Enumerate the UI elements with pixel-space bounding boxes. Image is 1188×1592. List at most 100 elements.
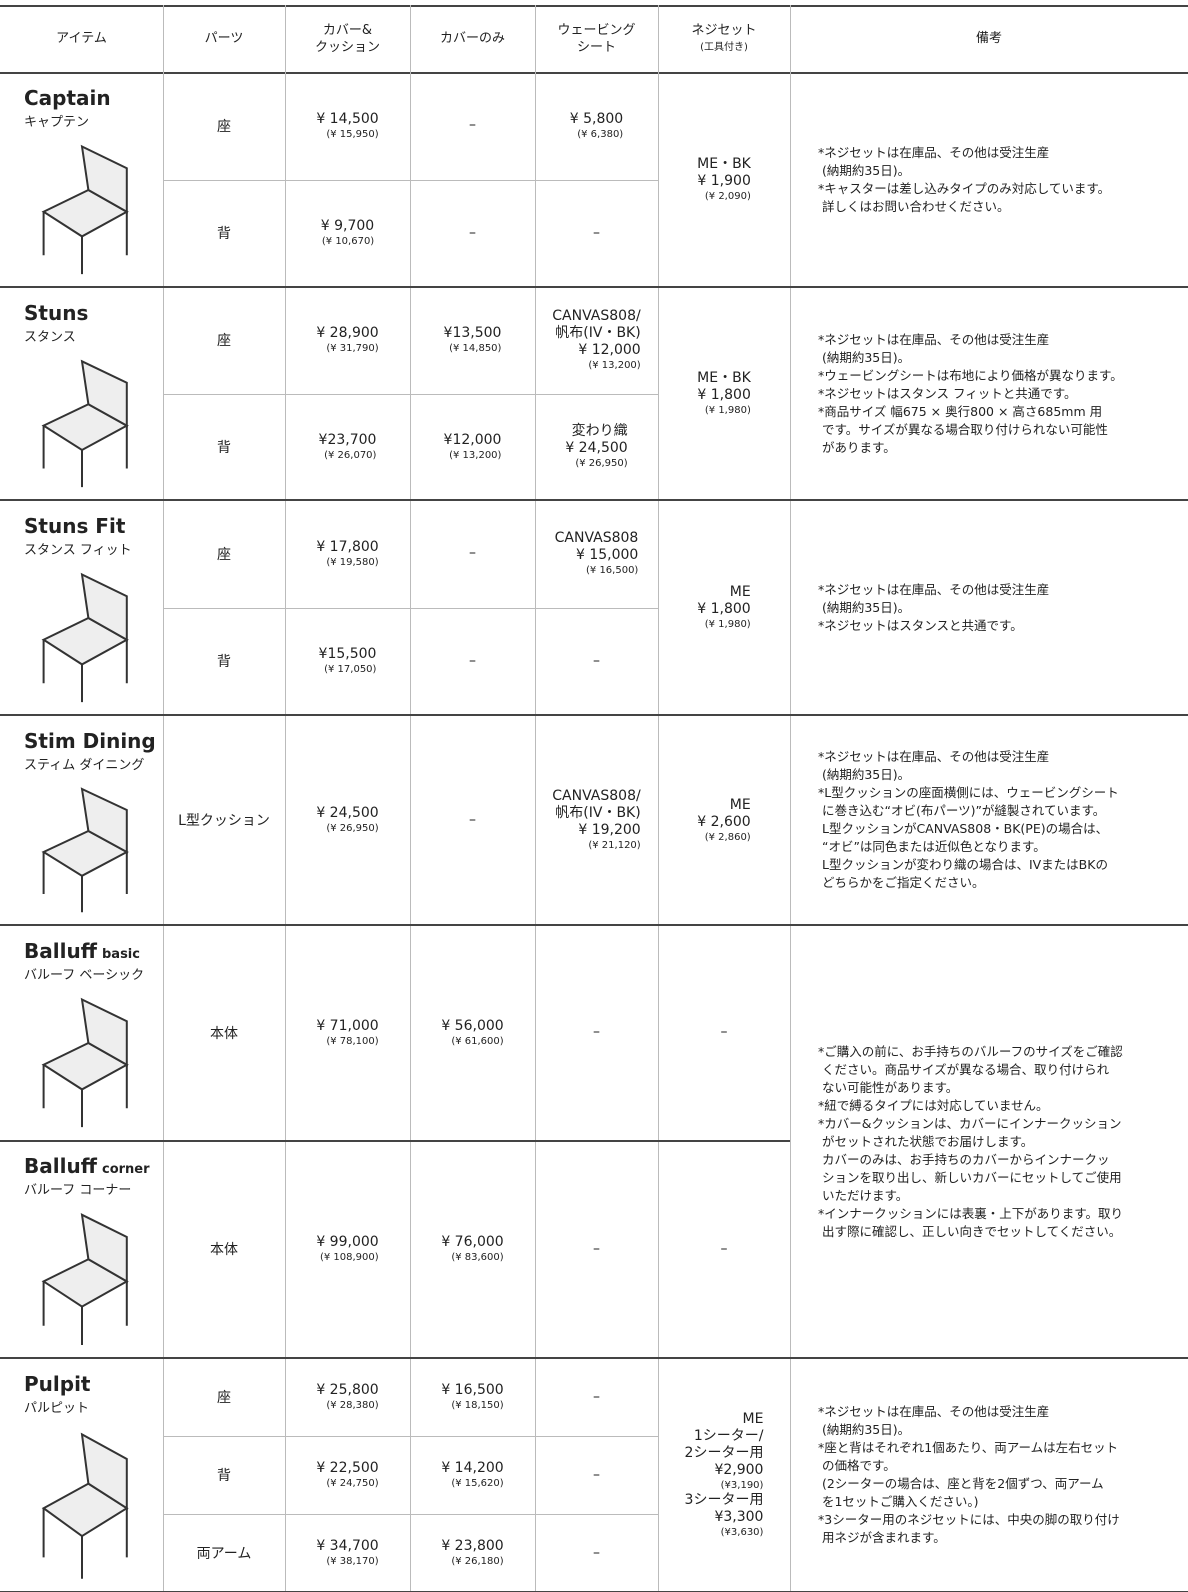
line: 帆布(IV・BK) bbox=[555, 325, 641, 342]
line: – bbox=[593, 1388, 600, 1405]
cover-only-price-text: ¥ 76,000 (¥ 83,600) bbox=[441, 1234, 503, 1264]
item-name: Captain キャプテン bbox=[24, 86, 111, 130]
line: 1シーター/ bbox=[693, 1428, 764, 1444]
header-cell-text: カバーのみ bbox=[440, 30, 505, 47]
line: L型クッションが変わり織の場合は、IVまたはBKの bbox=[818, 857, 1108, 872]
row-line bbox=[0, 714, 1188, 716]
line: *商品サイズ 幅675 × 奥行800 × 高さ685mm 用 bbox=[818, 403, 1103, 419]
line: 備考 bbox=[975, 31, 1002, 46]
item-name: Stim Dining スティム ダイニング bbox=[24, 729, 156, 773]
row-line bbox=[0, 1140, 790, 1142]
cover-cushion-price: ¥ 9,700 (¥ 10,670) bbox=[285, 180, 410, 288]
item-name-main: Stuns bbox=[24, 301, 89, 325]
line: – bbox=[593, 652, 600, 669]
cover-cushion-price: ¥ 14,500 (¥ 15,950) bbox=[285, 72, 410, 180]
line: ¥ 12,000 bbox=[578, 342, 641, 359]
cover-cushion-price-text: ¥ 24,500 (¥ 26,950) bbox=[316, 805, 378, 835]
line: ションを取り出し、新しいカバーにセットしてご使用 bbox=[818, 1169, 1122, 1185]
notes: *ネジセットは在庫品、その他は受注生産 (納期約35日)。 *ウェービングシートは… bbox=[790, 287, 1188, 500]
line: *ネジセットは在庫品、その他は受注生産 bbox=[818, 331, 1050, 347]
cover-cushion-price: ¥15,500 (¥ 17,050) bbox=[285, 608, 410, 716]
cover-only-price: ¥ 23,800 (¥ 26,180) bbox=[410, 1514, 535, 1592]
line: ¥ 5,800 bbox=[569, 110, 624, 127]
cover-cushion-price-text: ¥ 28,900 (¥ 31,790) bbox=[316, 325, 378, 355]
notes-text: *ネジセットは在庫品、その他は受注生産 (納期約35日)。 *座と背はそれぞれ1個… bbox=[804, 1403, 1120, 1547]
item-name-sub: corner bbox=[101, 1162, 150, 1177]
line: (¥ 14,850) bbox=[449, 343, 502, 355]
line: です。サイズが異なる場合取り付けられない可能性 bbox=[818, 421, 1108, 437]
part-label: 座 bbox=[217, 333, 231, 350]
item-name-main: Stuns Fit bbox=[24, 514, 126, 538]
webbing-price-text: – bbox=[593, 653, 600, 670]
webbing-price: ¥ 5,800 (¥ 6,380) bbox=[535, 72, 658, 180]
row-line bbox=[0, 499, 1188, 501]
item-illustration bbox=[41, 572, 129, 703]
line: クッション bbox=[314, 39, 380, 55]
item-name-main: Balluff bbox=[24, 939, 97, 963]
cover-cushion-price: ¥ 28,900 (¥ 31,790) bbox=[285, 287, 410, 394]
line: ¥ 1,900 bbox=[697, 173, 751, 189]
line: ME bbox=[729, 796, 751, 813]
line: ME・BK bbox=[697, 156, 751, 172]
item-illustration bbox=[41, 997, 129, 1128]
cover-only-price: ¥ 14,200 (¥ 15,620) bbox=[410, 1436, 535, 1514]
line: *ご購入の前に、お手持ちのバルーフのサイズをご確認 bbox=[818, 1043, 1123, 1059]
cover-only-price-text: – bbox=[469, 812, 476, 829]
webbing-price: – bbox=[535, 1436, 658, 1514]
webbing-price: – bbox=[535, 608, 658, 716]
cover-cushion-price-text: ¥ 25,800 (¥ 28,380) bbox=[316, 1382, 378, 1412]
line: ¥23,700 bbox=[318, 431, 377, 448]
cover-only-price-text: ¥ 56,000 (¥ 61,600) bbox=[441, 1018, 503, 1048]
line: CANVAS808/ bbox=[552, 308, 641, 325]
webbing-price-text: – bbox=[593, 1545, 600, 1562]
line: カバーのみは、お手持ちのカバーからインナークッ bbox=[818, 1151, 1110, 1167]
line: – bbox=[469, 117, 476, 134]
line: (¥ 10,670) bbox=[321, 236, 375, 248]
row-line bbox=[163, 393, 658, 395]
screw-set-price-text: ME・BK ¥ 1,900 (¥ 2,090) bbox=[697, 156, 751, 203]
line: (¥ 15,620) bbox=[451, 1478, 504, 1489]
cover-only-price-text: ¥ 16,500 (¥ 18,150) bbox=[441, 1382, 503, 1412]
item-kana: スティム ダイニング bbox=[24, 758, 145, 773]
webbing-price-text: CANVAS808/帆布(IV・BK) ¥ 19,200 (¥ 21,120) bbox=[552, 788, 640, 852]
line: – bbox=[593, 1240, 600, 1257]
part-cell: 座 bbox=[163, 287, 285, 394]
line: – bbox=[469, 545, 476, 562]
item-kana: バルーフ コーナー bbox=[24, 1183, 132, 1198]
part-cell: 座 bbox=[163, 1358, 285, 1436]
notes-text: *ネジセットは在庫品、その他は受注生産 (納期約35日)。 *キャスターは差し込み… bbox=[804, 144, 1110, 216]
part-cell: 背 bbox=[163, 180, 285, 288]
line: の価格です。 bbox=[818, 1458, 896, 1473]
line: があります。 bbox=[818, 439, 896, 455]
cover-cushion-price: ¥23,700 (¥ 26,070) bbox=[285, 394, 410, 501]
notes: *ネジセットは在庫品、その他は受注生産 (納期約35日)。 *座と背はそれぞれ1個… bbox=[790, 1358, 1188, 1592]
cover-cushion-price-text: ¥ 17,800 (¥ 19,580) bbox=[316, 539, 378, 569]
line: – bbox=[720, 1024, 728, 1040]
line: (納期約35日)。 bbox=[818, 162, 911, 178]
line: (納期約35日)。 bbox=[818, 1422, 911, 1437]
notes: *ネジセットは在庫品、その他は受注生産 (納期約35日)。 *ネジセットはスタンス… bbox=[790, 500, 1188, 715]
part-cell: L型クッション bbox=[163, 715, 285, 925]
item-kana: スタンス フィット bbox=[24, 543, 132, 558]
line: (¥ 19,580) bbox=[326, 556, 379, 568]
line: ¥15,500 bbox=[318, 646, 377, 663]
screw-set-price-text: – bbox=[721, 1241, 728, 1258]
item-name-main: Balluff bbox=[24, 1154, 97, 1178]
webbing-price-text: CANVAS808/帆布(IV・BK) ¥ 12,000 (¥ 13,200) bbox=[552, 308, 640, 372]
row-line bbox=[0, 72, 1188, 74]
line: 変わり織 bbox=[571, 423, 628, 440]
header-cell-text: 備考 bbox=[976, 30, 1002, 47]
line: – bbox=[593, 224, 600, 241]
line: ¥ 9,700 bbox=[320, 218, 375, 235]
header-cell: カバーのみ bbox=[410, 5, 535, 72]
item-kana: キャプテン bbox=[24, 115, 90, 130]
line: *座と背はそれぞれ1個あたり、両アームは左右セット bbox=[818, 1440, 1119, 1455]
cover-cushion-price: ¥ 71,000 (¥ 78,100) bbox=[285, 925, 410, 1140]
line: ない可能性があります。 bbox=[818, 1079, 959, 1095]
item-illustration bbox=[41, 1213, 129, 1346]
line: ウェービング bbox=[557, 22, 636, 38]
part-label: 背 bbox=[217, 439, 231, 456]
cover-only-price: – bbox=[410, 180, 535, 288]
line: CANVAS808/ bbox=[552, 788, 641, 804]
line: – bbox=[469, 224, 476, 241]
